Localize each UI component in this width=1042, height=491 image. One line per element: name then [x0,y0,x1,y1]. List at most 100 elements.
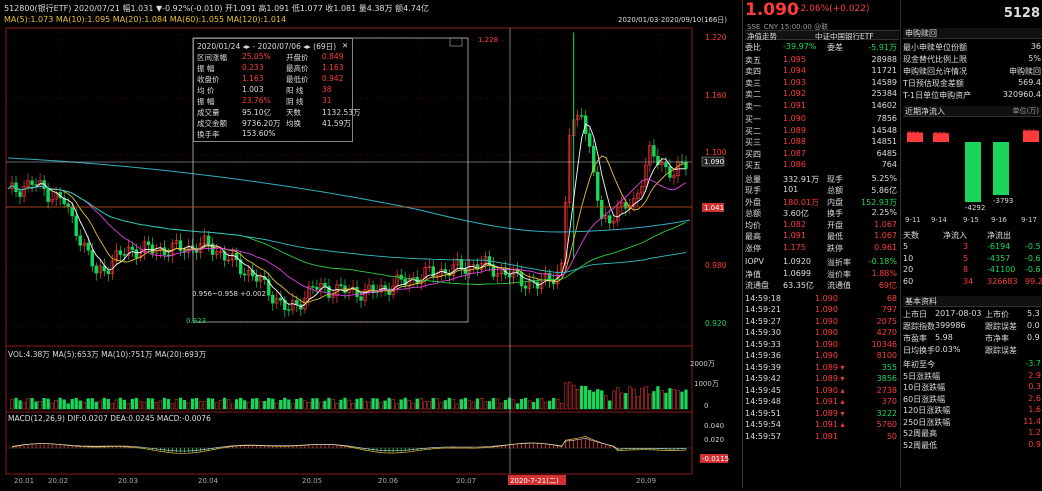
volume-bar [588,389,592,410]
candle-body [94,265,98,274]
net-flow-chart: 791 9-11 733 9-14 -4292 9-15 -3793 9-16 950 9-17 [905,129,1039,224]
volume-bar [539,398,544,410]
row-label: 14:59:33 [745,339,781,349]
volume-bar [491,397,496,410]
row-label: 买一 [745,115,761,124]
ma5-line [7,123,687,308]
volume-bar [255,398,259,410]
fund-info-row: T-1日单位申购资产 320960.4 [903,90,1041,102]
row-label: 卖五 [745,55,761,65]
dif-line [11,436,687,454]
macd-label-b: 0.020 [704,436,724,444]
flow-date-label: 9-11 [905,216,921,224]
flow-date-label: 9-15 [963,216,979,224]
price-change: +2.06%(+0.022) [793,4,870,14]
candle-body [331,295,335,298]
vol-label-b: 1000万 [694,380,719,388]
close-icon[interactable]: ✕ [342,41,349,50]
volume-bar [74,397,78,410]
candle-body [403,279,407,286]
stats-value: 9736.20万 [242,119,281,128]
perf-label: 250日涨跌幅 [903,417,951,427]
row-label: 卖二 [745,90,761,99]
row-label-2: 最低 [827,232,843,241]
candle-body [62,197,66,205]
tab-nav[interactable]: 净值走势 [747,32,777,41]
row-label: 14:59:36 [745,351,781,360]
candle-body [519,272,524,287]
expand-icon[interactable] [449,37,463,47]
prev-close-value: 1.041 [704,204,724,212]
basic-info-row: 上市日 2017-08-03 上市价 5.3 [903,309,1041,321]
candle-body [475,264,480,270]
stats-label: 区间涨幅 [197,53,227,62]
chart-svg[interactable]: 1.220 1.160 1.100 1.090 1.041 0.980 0.92… [0,0,742,488]
row-value: 1.095 [783,54,806,64]
flow-cell: -0.6 [1025,265,1041,274]
tick-price: 1.090 [815,293,838,303]
candle-body [596,171,600,201]
flow-cell: 34 [963,276,974,286]
stats-box-title: 2020/01/24 ◂▸ - 2020/07/06 ◂▸ (69日) [197,42,337,51]
candle-body [387,288,391,296]
volume-bar [214,402,219,410]
volume-bar [596,389,600,410]
x-axis-label: 20.09 [636,477,656,485]
candle-body [355,286,359,298]
volume-bar [640,387,644,410]
volume-bar [142,401,147,410]
volume-bar [499,402,504,410]
candle-body [106,270,110,274]
bid-row: 买一 1.090 7856 [745,114,899,126]
stats-label: 阳 线 [286,86,304,95]
flow-head-cell: 天数 [903,231,919,240]
fund-code: 5128 [1003,6,1040,21]
row-label: 14:59:48 [745,397,781,406]
row-label: 14:59:21 [745,305,781,314]
row-value-2: 2738 [876,385,897,395]
perf-value: 0.3 [1028,382,1041,391]
flow-cell: -4357 [987,253,1011,263]
volume-bar [567,381,572,410]
ma250-line [7,157,691,233]
stats-value: 31 [322,96,332,105]
volume-bar [684,389,688,410]
perf-value: 11.4 [1023,416,1041,426]
flow-date-label: 9-17 [1021,216,1037,224]
volume-bar [174,399,179,410]
volume-bar [339,399,343,410]
candle-body [134,249,139,259]
tick-price: 1.091 ▴ [815,420,845,429]
stats-label: 最低价 [286,75,309,84]
volume-bar [435,398,439,410]
volume-bar [70,399,74,410]
volume-bar [62,399,66,410]
stat-row: 总量 332.91万 现手 5.25% [745,174,899,186]
stats-value: 38 [322,85,332,94]
volume-bar [82,402,86,410]
volume-bar [471,402,476,410]
interval-stats-box[interactable]: 2020/01/24 ◂▸ - 2020/07/06 ◂▸ (69日) ✕ 区间… [193,38,361,142]
info-value: 569.4 [1018,78,1041,87]
stats-value: 1.163 [242,74,264,83]
volume-bar [190,398,195,410]
flow-head-cell: 净流入 [943,231,967,240]
volume-bar [379,402,383,410]
flow-cell: 5 [903,242,909,251]
stats-value: 25.05% [242,52,271,61]
x-axis-label: 20.04 [198,477,219,485]
kline-chart-area[interactable]: 1.220 1.160 1.100 1.090 1.041 0.980 0.92… [0,0,742,488]
perf-label: 120日涨跌幅 [903,406,951,415]
candle-body [38,180,42,186]
volume-bar [427,401,431,410]
row-value: 3.60亿 [783,209,809,218]
volume-bar [267,397,271,410]
stats-label: 振 幅 [197,97,215,106]
row-label: 卖三 [745,78,761,88]
volume-bar [608,400,612,410]
tab-index[interactable]: 中证中国银行ETF [815,32,874,41]
candle-body [26,180,30,188]
candle-body [142,241,147,254]
row-label-2: 委差 [827,43,843,52]
volume-bar [475,398,480,410]
